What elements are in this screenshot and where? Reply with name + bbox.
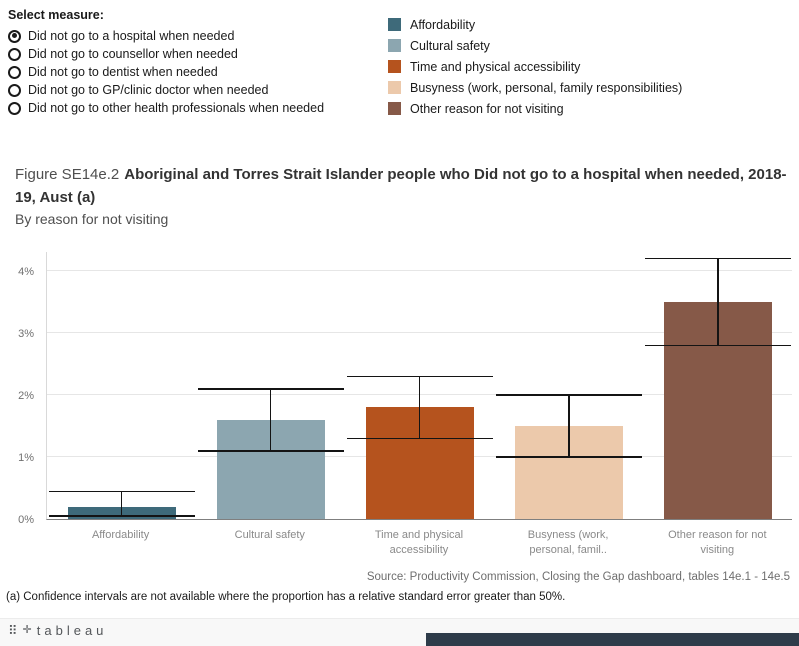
measure-options: Did not go to a hospital when needed Did … bbox=[8, 27, 324, 117]
legend-swatch-icon bbox=[388, 39, 401, 52]
color-legend: Affordability Cultural safety Time and phy… bbox=[388, 14, 682, 119]
figure-title-text: Aboriginal and Torres Strait Islander pe… bbox=[15, 166, 787, 206]
error-bar-cap-upper bbox=[645, 257, 792, 260]
x-axis-label: Other reason for not visiting bbox=[668, 529, 767, 557]
gridline bbox=[47, 269, 792, 271]
tableau-wordmark: tableau bbox=[36, 623, 108, 638]
legend-label: Affordability bbox=[410, 17, 476, 32]
legend-swatch-icon bbox=[388, 60, 401, 73]
gridline bbox=[47, 331, 792, 333]
measure-radio-label: Did not go to a hospital when needed bbox=[28, 29, 235, 43]
measure-radio-label: Did not go to GP/clinic doctor when need… bbox=[28, 83, 269, 97]
footer-toolbar-strip bbox=[426, 633, 799, 646]
radio-unselected-icon[interactable] bbox=[8, 47, 21, 61]
measure-selector: Select measure: Did not go to a hospital… bbox=[8, 8, 324, 117]
radio-unselected-icon[interactable] bbox=[8, 101, 21, 115]
bar-slot-2 bbox=[345, 252, 494, 519]
x-axis: Affordability Cultural safety Time and phy… bbox=[46, 528, 792, 559]
legend-items: Affordability Cultural safety Time and phy… bbox=[388, 14, 682, 119]
y-axis: 0% 1% 2% 3% 4% bbox=[0, 252, 40, 526]
error-bar-cap-lower bbox=[346, 437, 493, 440]
error-bar-cap-lower bbox=[197, 450, 344, 452]
tableau-logo-link[interactable]: ⠿ ✛ tableau bbox=[8, 623, 107, 638]
legend-label: Cultural safety bbox=[410, 38, 490, 53]
y-tick-label: 3% bbox=[18, 327, 34, 340]
legend-item-3[interactable]: Busyness (work, personal, family respons… bbox=[388, 77, 682, 98]
legend-label: Other reason for not visiting bbox=[410, 101, 564, 116]
legend-swatch-icon bbox=[388, 102, 401, 115]
bar-chart: 0% 1% 2% 3% 4% Affordability Cultural safety T… bbox=[0, 248, 799, 568]
legend-item-1[interactable]: Cultural safety bbox=[388, 35, 682, 56]
figure-subtitle: By reason for not visiting bbox=[15, 211, 169, 227]
error-bar-line bbox=[269, 388, 272, 451]
y-tick-label: 2% bbox=[18, 389, 34, 402]
tableau-mark-icon: ⠿ bbox=[8, 623, 18, 638]
measure-selector-title: Select measure: bbox=[8, 8, 104, 22]
figure-title: Figure SE14e.2 Aboriginal and Torres Stra… bbox=[15, 164, 787, 209]
legend-item-2[interactable]: Time and physical accessibility bbox=[388, 56, 682, 77]
y-tick-label: 1% bbox=[18, 451, 34, 464]
tableau-plus-icon: ✛ bbox=[22, 624, 32, 636]
error-bar-line bbox=[120, 491, 123, 516]
error-bar-line bbox=[717, 258, 719, 346]
error-bar-cap-lower bbox=[496, 456, 643, 458]
radio-unselected-icon[interactable] bbox=[8, 83, 21, 97]
legend-swatch-icon bbox=[388, 81, 401, 94]
legend-item-4[interactable]: Other reason for not visiting bbox=[388, 98, 682, 119]
legend-label: Time and physical accessibility bbox=[410, 59, 581, 74]
x-axis-label: Cultural safety bbox=[234, 529, 305, 541]
figure-number: Figure SE14e.2 bbox=[15, 166, 120, 183]
bar-slot-0 bbox=[47, 252, 196, 519]
measure-radio-2[interactable]: Did not go to dentist when needed bbox=[8, 63, 324, 81]
x-axis-label: Affordability bbox=[91, 529, 150, 541]
legend-item-0[interactable]: Affordability bbox=[388, 14, 682, 35]
error-bar-line bbox=[568, 394, 570, 457]
measure-radio-label: Did not go to other health professionals… bbox=[28, 101, 325, 115]
measure-radio-label: Did not go to dentist when needed bbox=[28, 65, 218, 79]
y-tick-label: 0% bbox=[18, 514, 34, 526]
radio-unselected-icon[interactable] bbox=[8, 65, 21, 79]
bar-slot-4 bbox=[644, 252, 793, 519]
x-axis-label: Time and physical accessibility bbox=[374, 529, 464, 557]
legend-label: Busyness (work, personal, family respons… bbox=[410, 80, 683, 95]
source-caption: Source: Productivity Commission, Closing… bbox=[366, 571, 790, 583]
bar-slot-3 bbox=[495, 252, 644, 519]
measure-radio-0[interactable]: Did not go to a hospital when needed bbox=[8, 27, 324, 45]
measure-radio-1[interactable]: Did not go to counsellor when needed bbox=[8, 45, 324, 63]
radio-selected-icon[interactable] bbox=[8, 29, 21, 43]
measure-radio-label: Did not go to counsellor when needed bbox=[28, 47, 238, 61]
legend-swatch-icon bbox=[388, 18, 401, 31]
x-axis-label: Busyness (work, personal, famil.. bbox=[527, 529, 609, 557]
footnote: (a) Confidence intervals are not availab… bbox=[6, 591, 566, 603]
error-bar-cap-upper bbox=[48, 490, 195, 493]
figure-title-block: Figure SE14e.2 Aboriginal and Torres Stra… bbox=[15, 164, 787, 227]
error-bar-line bbox=[418, 376, 421, 439]
bar-slot-1 bbox=[196, 252, 345, 519]
y-tick-label: 4% bbox=[18, 265, 34, 278]
error-bar-cap-upper bbox=[346, 375, 493, 378]
error-bar-cap-lower bbox=[645, 344, 792, 347]
measure-radio-4[interactable]: Did not go to other health professionals… bbox=[8, 99, 324, 117]
plot-area bbox=[46, 252, 792, 520]
error-bar-cap-upper bbox=[197, 388, 344, 390]
measure-radio-3[interactable]: Did not go to GP/clinic doctor when need… bbox=[8, 81, 324, 99]
error-bar-cap-upper bbox=[496, 394, 643, 396]
error-bar-cap-lower bbox=[48, 515, 195, 517]
